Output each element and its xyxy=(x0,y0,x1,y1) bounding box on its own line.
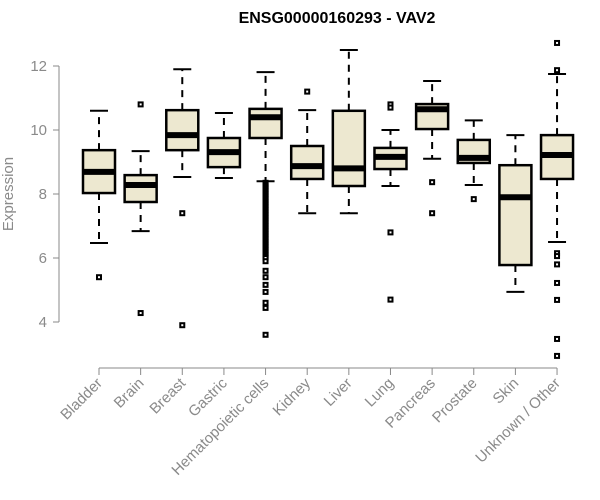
x-tick-label: Brain xyxy=(111,375,148,412)
box-pancreas xyxy=(414,80,450,217)
x-tick-label: Skin xyxy=(490,375,523,408)
outlier-point xyxy=(429,179,436,186)
outlier-point xyxy=(262,258,269,265)
iqr-box xyxy=(289,144,325,181)
y-tick-label: 12 xyxy=(30,58,47,75)
box-breast xyxy=(165,68,200,329)
y-tick-label: 10 xyxy=(30,122,47,139)
iqr-box xyxy=(498,163,533,267)
x-tick-label: Breast xyxy=(146,374,189,417)
box-liver xyxy=(331,49,367,215)
y-axis: 4 6 8 10 12 xyxy=(30,58,60,331)
outlier-point xyxy=(554,296,561,303)
outlier-point xyxy=(262,288,269,295)
outlier-point xyxy=(262,281,269,288)
outlier-point xyxy=(262,274,269,281)
outlier-point xyxy=(554,253,561,260)
box-brain xyxy=(123,101,158,317)
outlier-point xyxy=(554,335,561,342)
box-lung xyxy=(373,101,408,303)
outlier-point xyxy=(304,88,311,95)
outlier-point xyxy=(137,310,144,317)
box-unknown-other xyxy=(539,39,575,359)
outlier-point xyxy=(554,39,561,46)
x-tick-label: Kidney xyxy=(270,374,315,419)
iqr-box xyxy=(165,108,200,152)
outlier-point xyxy=(96,274,102,281)
iqr-box xyxy=(331,109,367,188)
outlier-point xyxy=(429,210,436,217)
outlier-point xyxy=(262,299,269,306)
x-tick-label: Bladder xyxy=(57,375,106,424)
box-prostate xyxy=(456,119,492,203)
iqr-box xyxy=(248,107,283,140)
box-bladder xyxy=(81,109,117,281)
box-skin xyxy=(498,134,533,293)
box-hematopoietic-cells xyxy=(248,71,283,338)
y-axis-title: Expression xyxy=(0,157,17,231)
outlier-point xyxy=(554,279,561,286)
x-tick-label: Prostate xyxy=(429,375,481,427)
outlier-point xyxy=(554,261,561,268)
y-tick-label: 4 xyxy=(39,314,47,331)
outlier-point xyxy=(554,352,561,359)
chart-title: ENSG00000160293 - VAV2 xyxy=(239,10,436,27)
outlier-point xyxy=(262,331,269,338)
box-gastric xyxy=(206,112,242,179)
outlier-point xyxy=(554,67,561,74)
outlier-point xyxy=(387,229,394,236)
outlier-point xyxy=(262,304,269,311)
outlier-point xyxy=(179,210,186,217)
outlier-point xyxy=(470,196,477,203)
outlier-point xyxy=(387,104,394,111)
iqr-box xyxy=(123,173,158,204)
boxes-layer xyxy=(81,39,575,359)
y-tick-label: 6 xyxy=(39,250,47,267)
outlier-point xyxy=(179,322,186,329)
x-tick-label: Lung xyxy=(362,375,398,411)
y-tick-label: 8 xyxy=(39,186,47,203)
outlier-point xyxy=(387,296,394,303)
box-kidney xyxy=(289,88,325,215)
outlier-point xyxy=(262,267,269,274)
outlier-point xyxy=(137,101,144,108)
x-tick-label: Liver xyxy=(321,375,356,410)
